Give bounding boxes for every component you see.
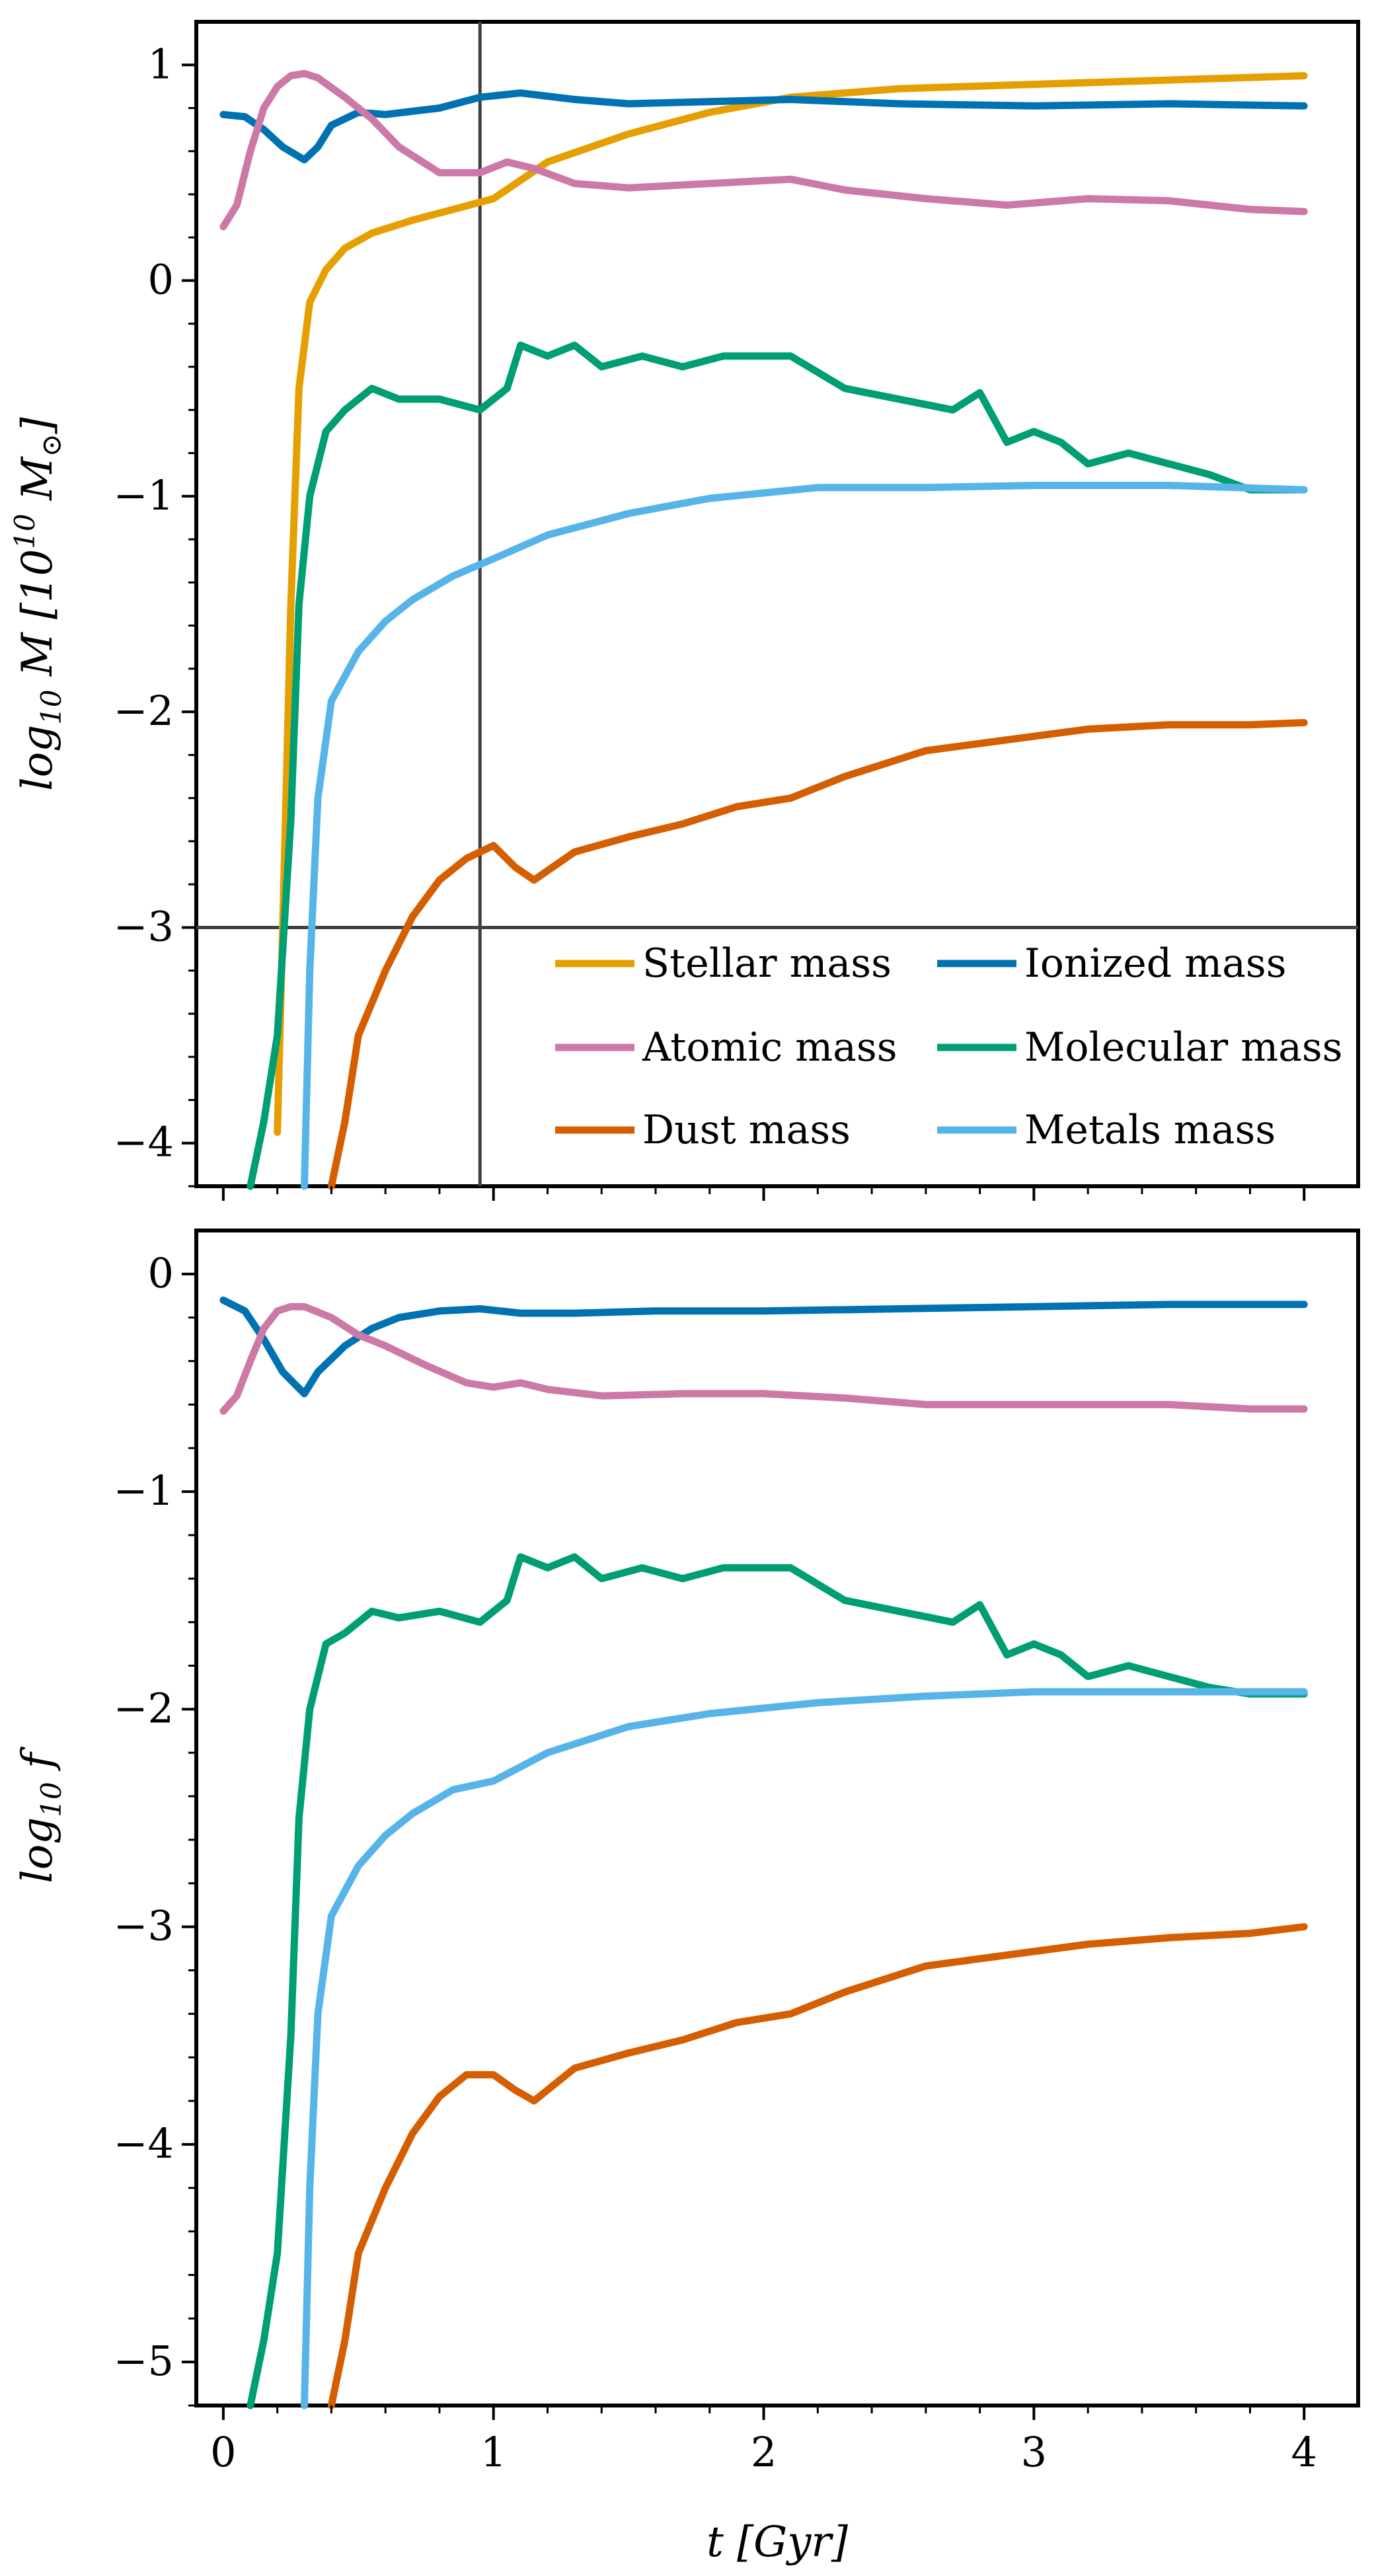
- series-line-metals-mass: [301, 482, 1308, 1190]
- y-tick-label: −4: [114, 2119, 174, 2168]
- bottom-x-ticks: 0 1 2 3 4: [210, 2406, 1317, 2476]
- bottom-series-group: [219, 1296, 1308, 2409]
- x-tick-label: 0: [210, 2428, 236, 2476]
- x-tick-label: 3: [1021, 2428, 1047, 2476]
- y-tick-label: 1: [148, 40, 174, 88]
- legend-label-metals-mass: Metals mass: [1024, 1107, 1276, 1153]
- series-line-atomic-mass: [219, 69, 1308, 231]
- y-tick-label: −5: [114, 2337, 174, 2385]
- top-x-ticks: [221, 1186, 1306, 1201]
- y-tick-label: −2: [114, 1684, 174, 1732]
- bottom-y-ticks: 0 −1 −2 −3 −4 −5: [114, 1249, 196, 2407]
- top-y-ticks: 1 0 −1 −2 −3 −4: [114, 40, 196, 1188]
- series-line-atomic-mass: [219, 1303, 1308, 1415]
- x-tick-label: 4: [1291, 2428, 1317, 2476]
- series-line-stellar-mass: [274, 72, 1308, 1136]
- bottom-y-axis-label: log10 f: [13, 1746, 67, 1883]
- series-line-molecular-mass: [247, 341, 1308, 1190]
- series-line-ionized-mass: [219, 89, 1308, 164]
- legend-label-dust-mass: Dust mass: [642, 1107, 851, 1153]
- series-line-dust-mass: [327, 719, 1308, 1190]
- top-series-group: [219, 69, 1308, 1190]
- y-tick-label: 0: [148, 256, 174, 304]
- y-tick-label: 0: [148, 1249, 174, 1297]
- series-line-molecular-mass: [247, 1553, 1308, 2409]
- y-tick-label: −2: [114, 687, 174, 735]
- y-tick-label: −1: [114, 1466, 174, 1515]
- x-tick-label: 2: [751, 2428, 777, 2476]
- legend-label-ionized-mass: Ionized mass: [1024, 940, 1287, 987]
- y-tick-label: −3: [114, 902, 174, 950]
- x-axis-label: t [Gyr]: [706, 2518, 849, 2567]
- series-line-dust-mass: [327, 1923, 1308, 2409]
- top-panel: 1 0 −1 −2 −3 −4 log10 M [1010 M⊙] Stellar mas…: [9, 20, 1360, 1201]
- series-line-ionized-mass: [219, 1296, 1308, 1398]
- y-tick-label: −3: [114, 1902, 174, 1950]
- top-y-axis-label: log10 M [1010 M⊙]: [9, 416, 67, 791]
- y-tick-label: −1: [114, 471, 174, 519]
- x-tick-label: 1: [480, 2428, 506, 2476]
- bottom-panel: 0 −1 −2 −3 −4 −5 0 1 2 3 4 log10 f t [Gyr]: [13, 1229, 1360, 2567]
- legend-label-atomic-mass: Atomic mass: [642, 1024, 897, 1071]
- top-reference-lines: [196, 22, 1358, 1186]
- legend: Stellar mass Ionized mass Atomic mass Molec…: [555, 940, 1342, 1153]
- y-tick-label: −4: [114, 1118, 174, 1166]
- series-line-metals-mass: [301, 1688, 1308, 2409]
- bottom-panel-frame: [194, 1229, 1360, 2407]
- legend-label-stellar-mass: Stellar mass: [642, 940, 892, 987]
- top-panel-frame: [194, 20, 1360, 1188]
- legend-label-molecular-mass: Molecular mass: [1024, 1024, 1342, 1071]
